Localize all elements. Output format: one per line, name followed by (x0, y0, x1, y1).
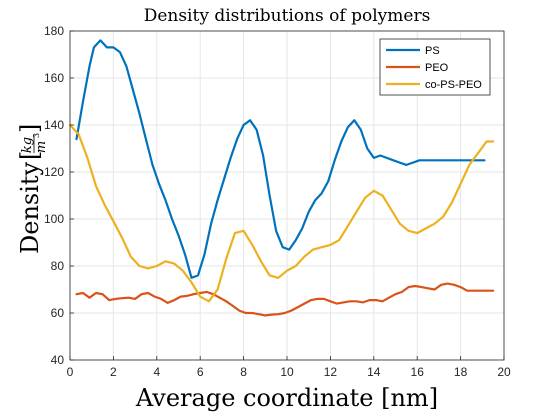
y-tick-label: 100 (44, 212, 64, 226)
y-tick-label: 60 (51, 306, 65, 320)
x-tick-label: 10 (280, 365, 294, 379)
x-tick-label: 0 (67, 365, 74, 379)
legend-label-ps: PS (425, 45, 440, 57)
y-axis-unit-open: [ (16, 151, 44, 160)
y-tick-label: 120 (44, 165, 64, 179)
x-tick-label: 20 (497, 365, 511, 379)
y-axis-label: Density (16, 161, 44, 254)
legend: PS PEO co-PS-PEO (379, 38, 491, 96)
y-tick-label: 160 (44, 71, 64, 85)
x-axis-label: Average coordinate [nm] (135, 384, 438, 412)
legend-label-co-ps-peo: co-PS-PEO (425, 79, 482, 91)
y-tick-label: 80 (51, 259, 65, 273)
y-axis-unit-numerator: kg (20, 137, 35, 153)
x-tick-label: 2 (110, 365, 117, 379)
x-tick-label: 18 (454, 365, 468, 379)
series-line-ps (75, 39, 486, 279)
chart-title: Density distributions of polymers (144, 6, 431, 26)
series-layer (68, 39, 495, 317)
x-tick-label: 14 (367, 365, 381, 379)
y-tick-label: 140 (44, 118, 64, 132)
y-tick-label: 180 (44, 24, 64, 38)
x-tick-label: 4 (153, 365, 160, 379)
x-tick-label: 8 (240, 365, 247, 379)
y-tick-label: 40 (51, 353, 65, 367)
y-axis-unit-exponent: 3 (32, 133, 41, 138)
x-tick-label: 16 (411, 365, 425, 379)
series-line-co-ps-peo (68, 123, 495, 303)
y-axis-unit-close: ] (16, 124, 44, 133)
tick-labels: 0 2 4 6 8 10 12 14 16 18 20 40 60 80 100 120 140 160 180 (44, 24, 511, 379)
y-axis-unit-denominator: m (34, 141, 49, 153)
x-tick-label: 12 (324, 365, 338, 379)
x-tick-label: 6 (197, 365, 204, 379)
series-line-peo (75, 282, 495, 317)
y-axis-label-group: Density [ kg m 3 ] (16, 124, 49, 254)
legend-label-peo: PEO (425, 62, 449, 74)
